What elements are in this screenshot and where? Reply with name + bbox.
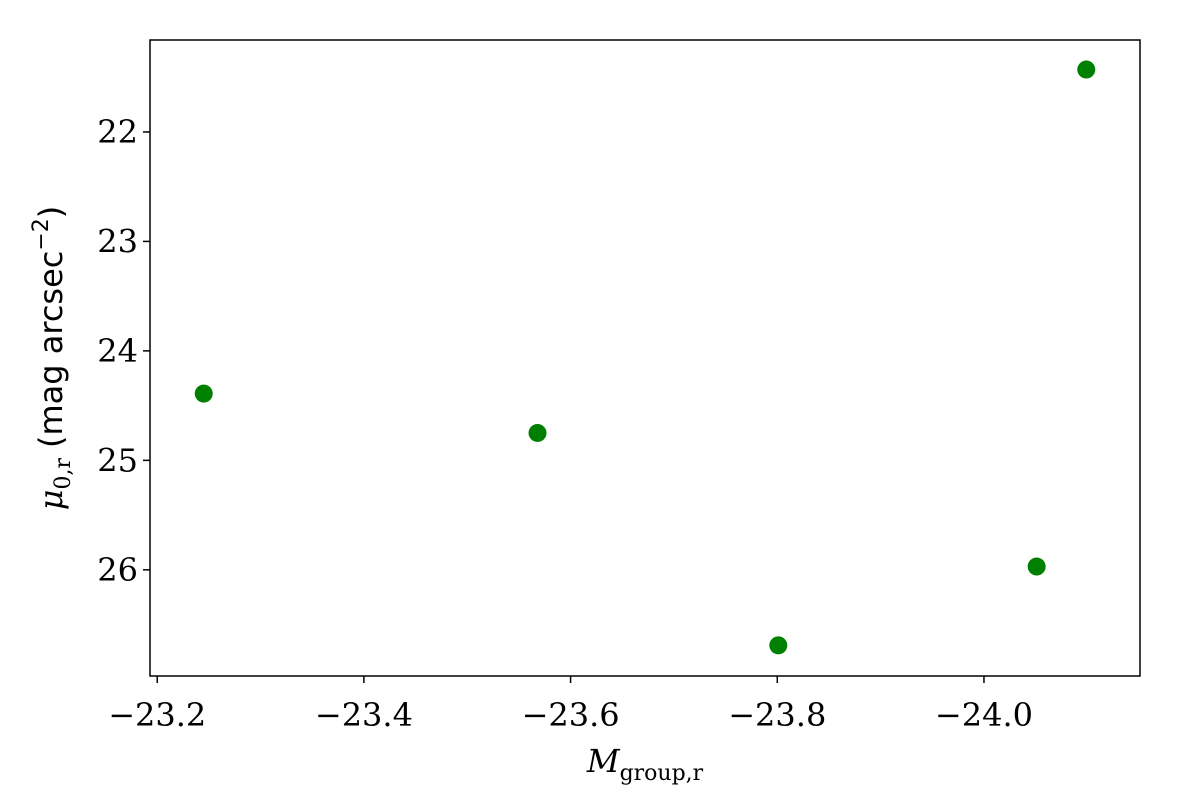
- x-tick-label: −23.2: [108, 696, 206, 734]
- x-tick-label: −23.8: [728, 696, 826, 734]
- plot-frame: [149, 39, 1141, 677]
- y-tick-label: 23: [97, 222, 138, 260]
- point: [769, 636, 788, 655]
- x-tick-label: −23.6: [522, 696, 620, 734]
- point: [528, 423, 547, 442]
- y-tick-label: 26: [97, 551, 138, 589]
- x-tick-label: −23.4: [315, 696, 413, 734]
- point: [194, 384, 213, 403]
- y-axis-label: μ0,r (mag arcsec−2): [29, 206, 76, 511]
- x-label-symbol: M: [586, 742, 621, 780]
- y-tick-label: 22: [97, 113, 138, 151]
- x-label-sub: group,r: [620, 761, 704, 786]
- point: [1077, 60, 1096, 79]
- x-axis-label: Mgroup,r: [586, 742, 704, 786]
- y-tick-label: 25: [97, 441, 138, 479]
- y-label-symbol: μ: [32, 490, 70, 511]
- point: [1027, 557, 1046, 576]
- y-label-unit: (mag arcsec: [32, 251, 70, 448]
- y-label-sub: 0,r: [51, 458, 76, 490]
- x-tick-label: −24.0: [935, 696, 1033, 734]
- y-tick-label: 24: [97, 332, 138, 370]
- y-label-sup: −2: [29, 218, 54, 250]
- y-label-close: ): [32, 206, 70, 218]
